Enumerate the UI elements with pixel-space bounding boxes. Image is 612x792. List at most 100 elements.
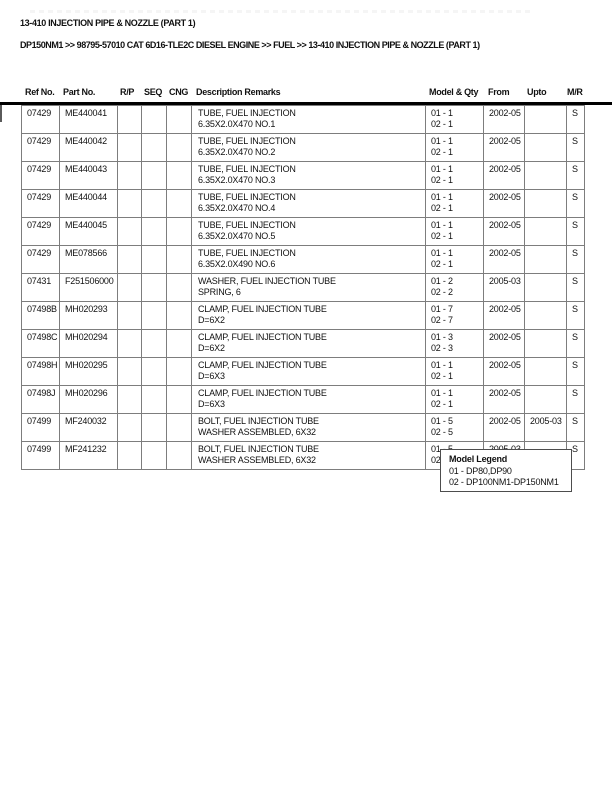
upto-cell — [524, 273, 567, 302]
table-header-row: Ref No. Part No. R/P SEQ CNG Description… — [0, 87, 612, 99]
ref-no-cell: 07498J — [21, 385, 60, 414]
cng-cell — [166, 301, 192, 330]
mr-cell: S — [566, 357, 585, 386]
ref-no-cell: 07499 — [21, 441, 60, 470]
description-line1: BOLT, FUEL INJECTION TUBE — [198, 444, 319, 454]
seq-cell — [141, 329, 167, 358]
from-cell: 2002-05 — [483, 189, 525, 218]
ref-no-cell: 07429 — [21, 189, 60, 218]
description-cell: CLAMP, FUEL INJECTION TUBE D=6X3 — [191, 385, 426, 414]
cng-cell — [166, 329, 192, 358]
model-qty-cell: 01 - 1 02 - 1 — [425, 133, 484, 162]
part-no-cell: MH020295 — [59, 357, 118, 386]
description-line1: TUBE, FUEL INJECTION — [198, 136, 296, 146]
part-no-cell: ME440044 — [59, 189, 118, 218]
model-qty-line2: 02 - 1 — [431, 175, 453, 185]
description-line2: D=6X2 — [198, 343, 225, 353]
table-row: 07498C MH020294 CLAMP, FUEL INJECTION TU… — [21, 329, 585, 358]
ref-no-cell: 07429 — [21, 161, 60, 190]
column-header-description-remarks: Description Remarks — [196, 87, 281, 97]
description-cell: CLAMP, FUEL INJECTION TUBE D=6X3 — [191, 357, 426, 386]
model-qty-line2: 02 - 1 — [431, 231, 453, 241]
seq-cell — [141, 357, 167, 386]
mr-cell: S — [566, 189, 585, 218]
seq-cell — [141, 161, 167, 190]
model-qty-cell: 01 - 1 02 - 1 — [425, 245, 484, 274]
model-qty-line2: 02 - 2 — [431, 287, 453, 297]
description-cell: TUBE, FUEL INJECTION 6.35X2.0X470 NO.1 — [191, 105, 426, 134]
rp-cell — [117, 105, 142, 134]
page-title: 13-410 INJECTION PIPE & NOZZLE (PART 1) — [20, 18, 196, 28]
model-qty-cell: 01 - 5 02 - 5 — [425, 413, 484, 442]
mr-cell: S — [566, 385, 585, 414]
cng-cell — [166, 413, 192, 442]
rp-cell — [117, 273, 142, 302]
model-qty-cell: 01 - 1 02 - 1 — [425, 217, 484, 246]
seq-cell — [141, 441, 167, 470]
from-cell: 2005-03 — [483, 273, 525, 302]
from-cell: 2002-05 — [483, 105, 525, 134]
cng-cell — [166, 441, 192, 470]
upto-cell — [524, 189, 567, 218]
model-qty-line2: 02 - 7 — [431, 315, 453, 325]
rp-cell — [117, 413, 142, 442]
model-legend-title: Model Legend — [449, 454, 508, 464]
ref-no-cell: 07498C — [21, 329, 60, 358]
mr-cell: S — [566, 245, 585, 274]
model-qty-cell: 01 - 1 02 - 1 — [425, 189, 484, 218]
description-line2: 6.35X2.0X470 NO.4 — [198, 203, 276, 213]
description-line2: SPRING, 6 — [198, 287, 241, 297]
table-row: 07429 ME440042 TUBE, FUEL INJECTION 6.35… — [21, 133, 585, 162]
seq-cell — [141, 245, 167, 274]
description-line1: CLAMP, FUEL INJECTION TUBE — [198, 304, 327, 314]
model-qty-line1: 01 - 1 — [431, 220, 453, 230]
part-no-cell: MH020294 — [59, 329, 118, 358]
description-line2: WASHER ASSEMBLED, 6X32 — [198, 455, 316, 465]
seq-cell — [141, 413, 167, 442]
model-qty-line1: 01 - 5 — [431, 416, 453, 426]
column-header-rp: R/P — [120, 87, 135, 97]
cng-cell — [166, 189, 192, 218]
part-no-cell: ME440041 — [59, 105, 118, 134]
description-line1: TUBE, FUEL INJECTION — [198, 192, 296, 202]
ref-no-cell: 07429 — [21, 105, 60, 134]
description-line1: CLAMP, FUEL INJECTION TUBE — [198, 360, 327, 370]
ref-no-cell: 07498H — [21, 357, 60, 386]
column-header-upto: Upto — [527, 87, 547, 97]
column-header-from: From — [488, 87, 510, 97]
model-qty-line1: 01 - 1 — [431, 388, 453, 398]
ref-no-cell: 07429 — [21, 133, 60, 162]
model-qty-line1: 01 - 1 — [431, 164, 453, 174]
upto-cell — [524, 133, 567, 162]
rp-cell — [117, 357, 142, 386]
model-qty-line1: 01 - 1 — [431, 360, 453, 370]
model-qty-line2: 02 - 1 — [431, 147, 453, 157]
seq-cell — [141, 385, 167, 414]
model-qty-cell: 01 - 2 02 - 2 — [425, 273, 484, 302]
model-qty-cell: 01 - 3 02 - 3 — [425, 329, 484, 358]
model-qty-line1: 01 - 1 — [431, 192, 453, 202]
ref-no-cell: 07498B — [21, 301, 60, 330]
model-legend-item: 01 - DP80,DP90 — [449, 466, 512, 476]
rp-cell — [117, 301, 142, 330]
description-cell: CLAMP, FUEL INJECTION TUBE D=6X2 — [191, 329, 426, 358]
model-qty-line2: 02 - 3 — [431, 343, 453, 353]
rp-cell — [117, 217, 142, 246]
seq-cell — [141, 105, 167, 134]
column-header-cng: CNG — [169, 87, 189, 97]
column-header-model-qty: Model & Qty — [429, 87, 479, 97]
upto-cell — [524, 385, 567, 414]
table-row: 07498J MH020296 CLAMP, FUEL INJECTION TU… — [21, 385, 585, 414]
part-no-cell: ME440045 — [59, 217, 118, 246]
part-no-cell: MF241232 — [59, 441, 118, 470]
from-cell: 2002-05 — [483, 329, 525, 358]
upto-cell — [524, 161, 567, 190]
model-qty-line2: 02 - 5 — [431, 427, 453, 437]
mr-cell: S — [566, 161, 585, 190]
model-qty-line2: 02 - 1 — [431, 203, 453, 213]
mr-cell: S — [566, 273, 585, 302]
mr-cell: S — [566, 217, 585, 246]
rp-cell — [117, 245, 142, 274]
upto-cell — [524, 357, 567, 386]
